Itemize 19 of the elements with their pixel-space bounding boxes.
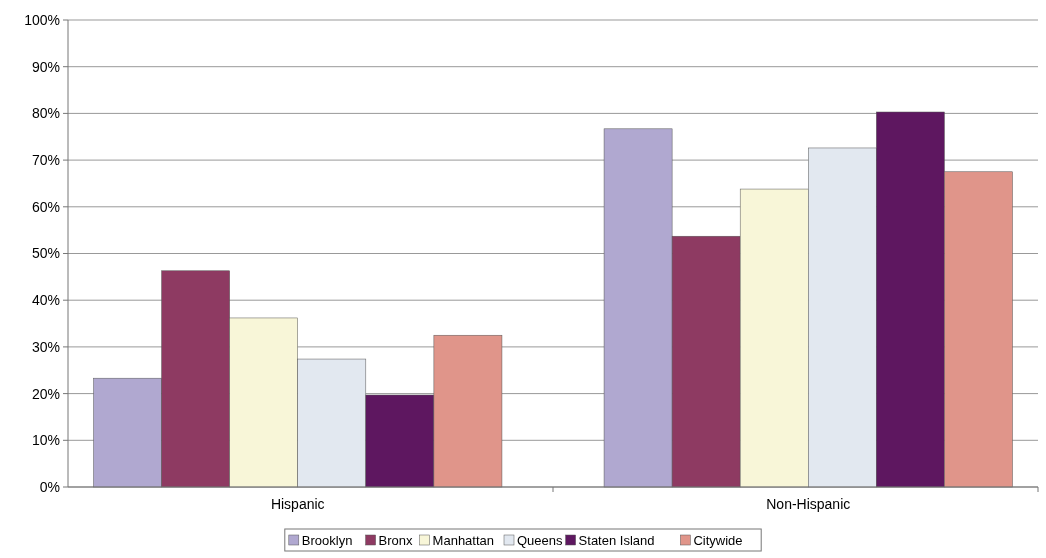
x-tick-label: Non-Hispanic (766, 496, 851, 512)
y-tick-label: 80% (31, 105, 60, 122)
y-tick-label: 60% (31, 198, 60, 215)
y-tick-label: 90% (31, 58, 60, 75)
legend-label: Queens (517, 532, 564, 548)
y-tick-label: 20% (31, 385, 60, 402)
y-tick-label: 70% (31, 152, 60, 168)
legend-label: Brooklyn (301, 532, 353, 548)
legend-label: Bronx (378, 532, 414, 548)
legend-label: Manhattan (432, 532, 495, 548)
y-tick-label: 10% (31, 432, 60, 449)
y-tick-label: 40% (31, 292, 60, 309)
x-tick-label: Hispanic (270, 496, 325, 512)
y-tick-label: 50% (31, 245, 60, 262)
y-tick-label: 100% (24, 11, 60, 28)
legend-label: Staten Island (578, 532, 655, 548)
y-tick-label: 0% (39, 478, 60, 495)
legend-label: Citywide (693, 532, 743, 548)
y-tick-label: 30% (31, 338, 60, 355)
